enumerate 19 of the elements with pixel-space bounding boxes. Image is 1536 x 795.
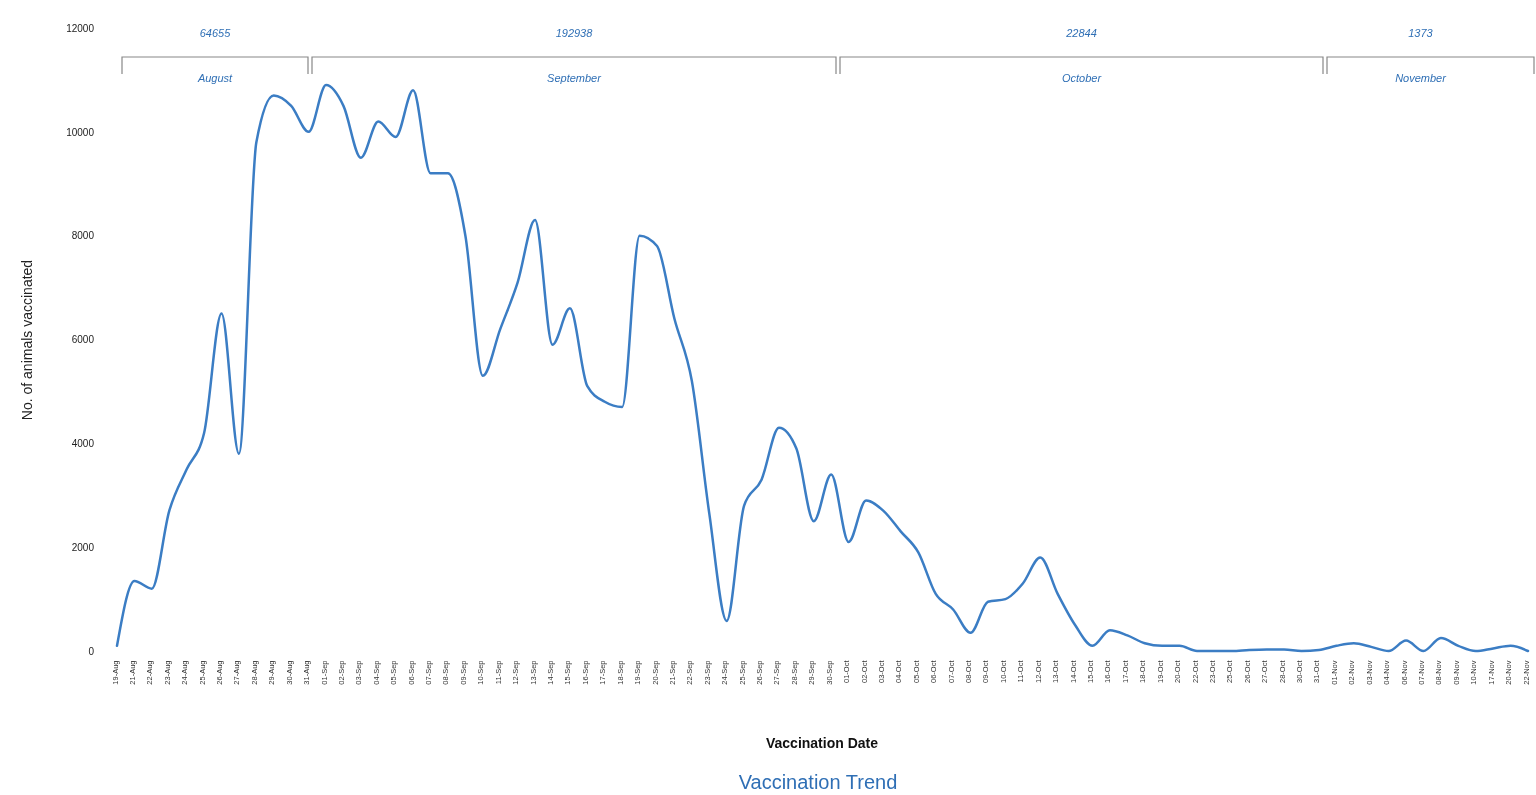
y-tick-label: 4000: [71, 438, 95, 450]
y-tick-label: 10000: [66, 126, 95, 138]
x-axis-title: Vaccination Date: [765, 735, 879, 751]
y-axis-title: No. of animals vaccinated: [19, 259, 35, 421]
y-tick-label: 12000: [66, 22, 95, 34]
line-series: [115, 83, 1530, 653]
annotation: September: [547, 72, 603, 84]
annotation: November: [1395, 72, 1448, 84]
annotation: October: [1061, 72, 1103, 84]
annotation: 1373: [1408, 27, 1434, 39]
y-tick-label: 2000: [71, 541, 95, 553]
y-tick-label: 0: [88, 645, 95, 657]
y-tick-label: 8000: [71, 230, 95, 242]
annotation: August: [196, 72, 234, 84]
text: Vaccination Trend: [738, 771, 898, 793]
y-tick-label: 6000: [71, 334, 95, 346]
annotation: 192938: [555, 27, 594, 39]
annotation: 64655: [199, 27, 232, 39]
annotation: 22844: [1065, 27, 1097, 39]
